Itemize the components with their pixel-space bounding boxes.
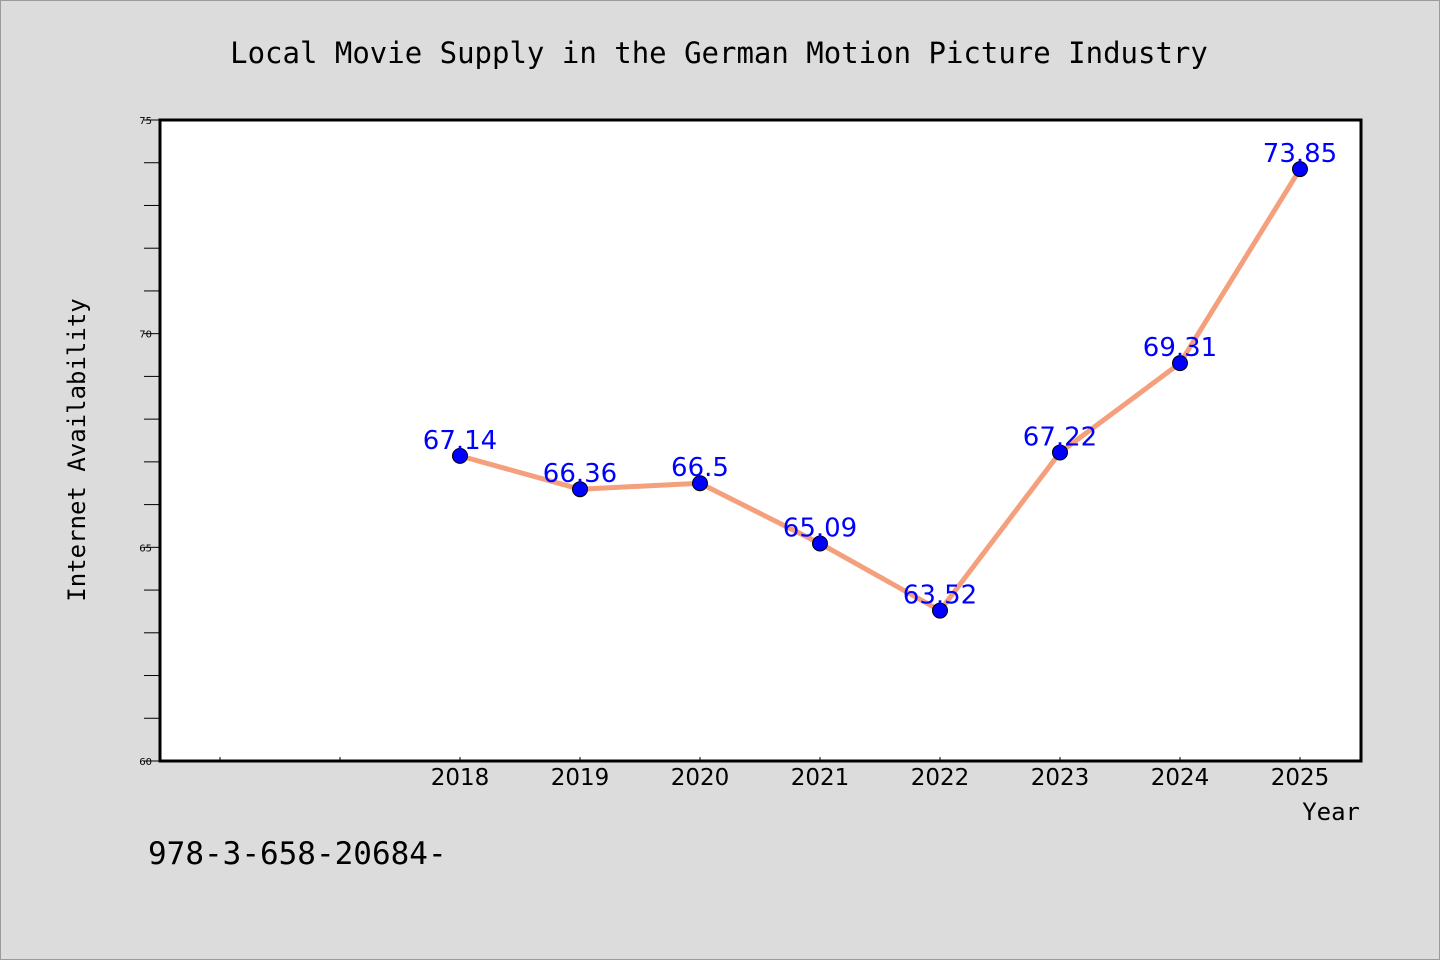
y-tick-label: 65 bbox=[139, 543, 152, 554]
data-point bbox=[932, 602, 948, 619]
x-axis-title: Year bbox=[1302, 798, 1360, 826]
chart-title: Local Movie Supply in the German Motion … bbox=[230, 36, 1208, 70]
data-label: 67.22 bbox=[1023, 422, 1097, 452]
data-point bbox=[572, 481, 588, 498]
x-tick-label: 2020 bbox=[671, 765, 730, 791]
y-tick-label: 60 bbox=[139, 757, 152, 768]
y-axis: 60 65 70 75 bbox=[139, 116, 160, 768]
series-group: 67.14 66.36 66.5 65.09 63.52 67.22 69.31 73.85 bbox=[423, 139, 1337, 619]
annotation-text: 978-3-658-20684- bbox=[148, 836, 447, 872]
x-tick-label: 2023 bbox=[1031, 765, 1090, 791]
y-tick-label: 70 bbox=[139, 330, 152, 341]
data-label: 66.36 bbox=[543, 459, 617, 489]
series-line bbox=[459, 167, 1303, 614]
y-tick-label: 75 bbox=[139, 116, 152, 127]
x-tick-label: 2022 bbox=[911, 765, 970, 791]
data-label: 67.14 bbox=[423, 426, 497, 456]
x-tick-label: 2018 bbox=[431, 765, 490, 791]
data-point bbox=[692, 475, 708, 492]
data-point bbox=[1292, 161, 1308, 178]
data-point bbox=[812, 535, 828, 552]
data-point bbox=[1052, 444, 1068, 461]
x-axis: 2018 2019 2020 2021 2022 2023 2024 2025 bbox=[219, 757, 1330, 791]
data-point bbox=[1172, 355, 1188, 372]
x-tick-label: 2021 bbox=[791, 765, 850, 791]
x-tick-label: 2024 bbox=[1151, 765, 1210, 791]
data-label: 65.09 bbox=[783, 513, 857, 543]
data-label: 63.52 bbox=[903, 581, 977, 611]
data-label: 66.5 bbox=[671, 453, 729, 483]
x-tick-label: 2025 bbox=[1271, 765, 1330, 791]
y-axis-title: Internet Availability bbox=[63, 298, 91, 601]
plot-area bbox=[158, 118, 1363, 763]
x-tick-label: 2019 bbox=[551, 765, 610, 791]
data-point bbox=[452, 447, 468, 464]
data-label: 73.85 bbox=[1263, 139, 1337, 169]
data-label: 69.31 bbox=[1143, 333, 1217, 363]
